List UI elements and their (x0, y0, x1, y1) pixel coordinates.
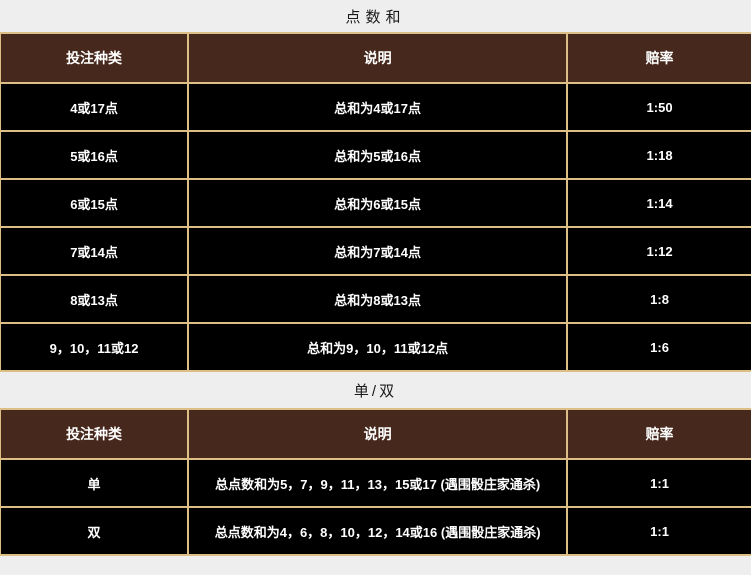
column-header-bet-type: 投注种类 (0, 32, 190, 84)
bet-type-cell: 4或17点 (0, 82, 190, 132)
column-header-description: 说明 (187, 32, 569, 84)
column-header-odds: 赔率 (566, 408, 751, 460)
table-row: 5或16点 总和为5或16点 1:18 (0, 130, 751, 180)
column-header-description: 说明 (187, 408, 569, 460)
bet-type-cell: 8或13点 (0, 274, 190, 324)
odds-cell: 1:50 (566, 82, 751, 132)
bet-type-cell: 双 (0, 506, 190, 556)
odds-cell: 1:1 (566, 458, 751, 508)
section-title-odd-even: 单/双 (0, 372, 751, 408)
odds-cell: 1:14 (566, 178, 751, 228)
table-header-row: 投注种类 说明 赔率 (0, 408, 751, 460)
table-row: 7或14点 总和为7或14点 1:12 (0, 226, 751, 276)
description-cell: 总点数和为4，6，8，10，12，14或16 (遇围骰庄家通杀) (187, 506, 569, 556)
odds-cell: 1:6 (566, 322, 751, 372)
bet-type-cell: 单 (0, 458, 190, 508)
description-cell: 总和为4或17点 (187, 82, 569, 132)
section-points-sum: 点数和 投注种类 说明 赔率 4或17点 总和为4或17点 1:50 5或16点… (0, 0, 751, 372)
bet-type-cell: 9，10，11或12 (0, 322, 190, 372)
column-header-bet-type: 投注种类 (0, 408, 190, 460)
table-row: 9，10，11或12 总和为9，10，11或12点 1:6 (0, 322, 751, 372)
odds-cell: 1:1 (566, 506, 751, 556)
table-row: 6或15点 总和为6或15点 1:14 (0, 178, 751, 228)
description-cell: 总和为7或14点 (187, 226, 569, 276)
bet-type-cell: 7或14点 (0, 226, 190, 276)
table-header-row: 投注种类 说明 赔率 (0, 32, 751, 84)
description-cell: 总和为9，10，11或12点 (187, 322, 569, 372)
section-title-points-sum: 点数和 (0, 0, 751, 32)
points-sum-table: 投注种类 说明 赔率 4或17点 总和为4或17点 1:50 5或16点 总和为… (0, 32, 751, 372)
description-cell: 总和为6或15点 (187, 178, 569, 228)
table-row: 单 总点数和为5，7，9，11，13，15或17 (遇围骰庄家通杀) 1:1 (0, 458, 751, 508)
betting-odds-page: 点数和 投注种类 说明 赔率 4或17点 总和为4或17点 1:50 5或16点… (0, 0, 751, 556)
table-row: 8或13点 总和为8或13点 1:8 (0, 274, 751, 324)
odd-even-table: 投注种类 说明 赔率 单 总点数和为5，7，9，11，13，15或17 (遇围骰… (0, 408, 751, 556)
section-odd-even: 单/双 投注种类 说明 赔率 单 总点数和为5，7，9，11，13，15或17 … (0, 372, 751, 556)
table-row: 双 总点数和为4，6，8，10，12，14或16 (遇围骰庄家通杀) 1:1 (0, 506, 751, 556)
table-row: 4或17点 总和为4或17点 1:50 (0, 82, 751, 132)
description-cell: 总和为8或13点 (187, 274, 569, 324)
column-header-odds: 赔率 (566, 32, 751, 84)
description-cell: 总和为5或16点 (187, 130, 569, 180)
odds-cell: 1:18 (566, 130, 751, 180)
bet-type-cell: 5或16点 (0, 130, 190, 180)
description-cell: 总点数和为5，7，9，11，13，15或17 (遇围骰庄家通杀) (187, 458, 569, 508)
bet-type-cell: 6或15点 (0, 178, 190, 228)
odds-cell: 1:8 (566, 274, 751, 324)
odds-cell: 1:12 (566, 226, 751, 276)
